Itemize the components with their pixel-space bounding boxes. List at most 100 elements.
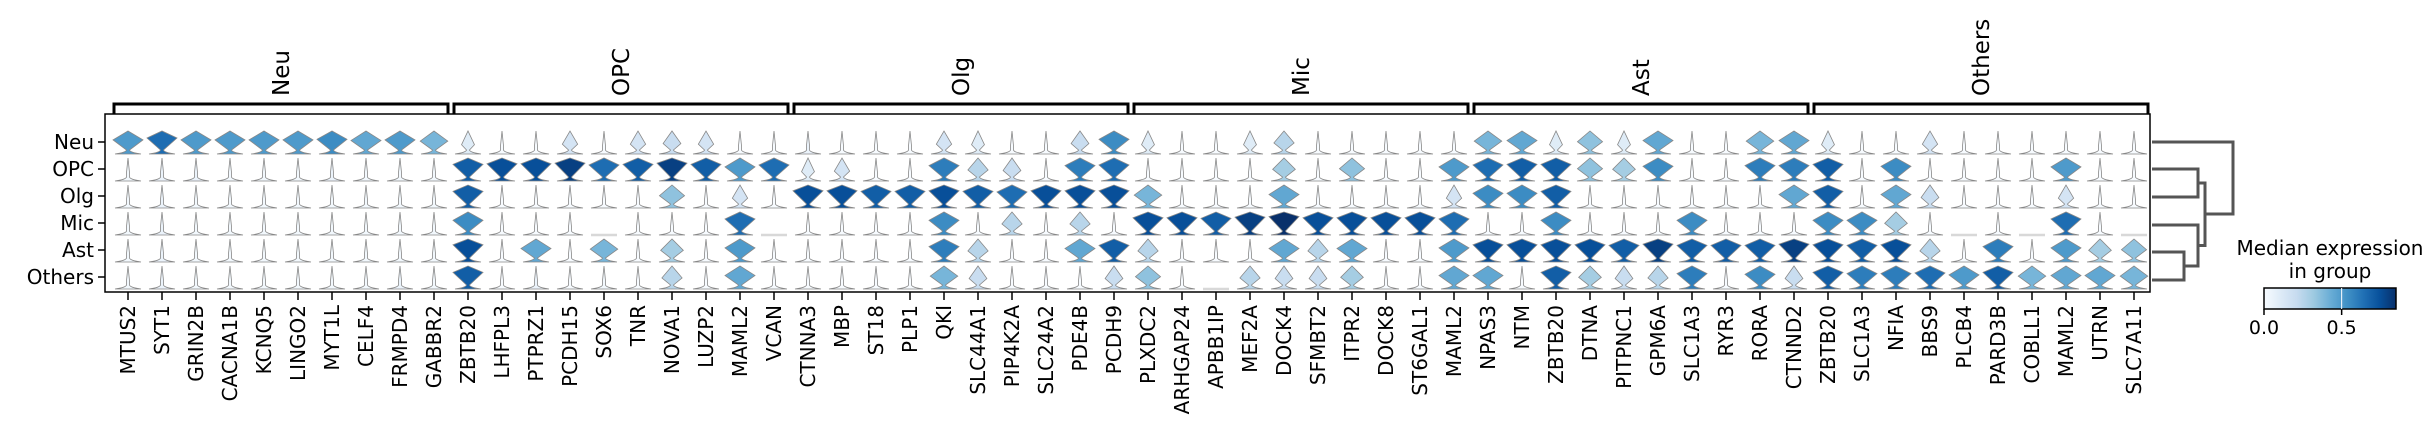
violin-OPC-PTPRZ1 [520, 157, 552, 182]
violin-Olg-PIP4K2A [996, 184, 1028, 209]
violin-Mic-CELF4 [352, 211, 380, 236]
violin-Ast-SLC1A3 [1846, 238, 1878, 263]
gene-label: SLC1A3 [1680, 305, 1704, 382]
violin-Neu-SYT1 [146, 130, 178, 155]
violin-OPC-MBP [828, 157, 856, 182]
gene-label: PIP4K2A [1000, 305, 1024, 388]
gene-label: DOCK4 [1272, 305, 1296, 376]
violin-Mic-PLP1 [896, 211, 924, 236]
violin-Olg-FRMPD4 [386, 184, 414, 209]
violin-Olg-SOX6 [590, 184, 618, 209]
violin-Mic-GPM6A [1644, 211, 1672, 236]
gene-label: SFMBT2 [1306, 305, 1330, 385]
gene-axis: MTUS2 SYT1 GRIN2B CACNA1B KCNQ5 LINGO2 MYT1L CE… [116, 292, 2146, 414]
gene-label: PLXDC2 [1136, 305, 1160, 384]
violin-Mic-MBP [828, 211, 856, 236]
violin-OPC-PCDH15 [554, 157, 586, 182]
violin-Others-LHFPL3 [488, 265, 516, 290]
violin-Neu-ST18 [862, 130, 890, 155]
violin-Mic-LHFPL3 [488, 211, 516, 236]
violin-Ast-PARD3B [1982, 238, 2014, 263]
violin-Neu-ARHGAP24 [1168, 130, 1196, 155]
violin-OPC-MTUS2 [114, 157, 142, 182]
violin-Others-SLC24A2 [1032, 265, 1060, 290]
plot-frame [104, 113, 2151, 293]
violin-Ast-MYT1L [318, 238, 346, 263]
violin-Ast-ARHGAP24 [1168, 238, 1196, 263]
violin-Olg-PLXDC2 [1133, 184, 1163, 209]
violin-Ast-DOCK4 [1268, 238, 1300, 263]
violin-OPC-PCDH9 [1098, 157, 1130, 182]
violin-Ast-PDE4B [1064, 238, 1096, 263]
violin-OPC-RYR3 [1712, 157, 1740, 182]
violin-Others-LINGO2 [284, 265, 312, 290]
gene-label: LHFPL3 [490, 305, 514, 379]
violin-Olg-LUZP2 [692, 184, 720, 209]
violin-Neu-CTNNA3 [794, 130, 822, 155]
violin-Neu-PLCB4 [1950, 130, 1978, 155]
violin-Others-GPM6A [1644, 265, 1672, 290]
violin-Olg-TNR [624, 184, 652, 209]
violin-Neu-GABBR2 [419, 130, 449, 155]
violin-Others-PLCB4 [1948, 265, 1980, 290]
gene-label: CACNA1B [218, 305, 242, 401]
violin-Olg-MTUS2 [114, 184, 142, 209]
violin-Neu-PCDH15 [556, 130, 584, 155]
violin-OPC-NPAS3 [1472, 157, 1504, 182]
violin-Olg-PCDH9 [1098, 184, 1130, 209]
gene-label: CELF4 [354, 305, 378, 367]
gene-label: UTRN [2088, 305, 2112, 361]
gene-label: MAML2 [2054, 305, 2078, 377]
colorbar-title-line2: in group [2289, 259, 2372, 283]
violin-Ast-LUZP2 [692, 238, 720, 263]
violin-Mic-TNR [624, 211, 652, 236]
violin-Olg-SYT1 [148, 184, 176, 209]
violin-Neu-BBS9 [1916, 130, 1944, 155]
violin-Others-FRMPD4 [386, 265, 414, 290]
violin-OPC-SLC1A3 [1848, 157, 1876, 182]
violin-Others-MAML2 [724, 265, 756, 290]
violin-Others-PARD3B [1982, 265, 2014, 290]
violin-Others-ZBTB20 [1540, 265, 1572, 290]
violin-Others-PCDH15 [556, 265, 584, 290]
violin-Mic-ST6GAL1 [1404, 211, 1436, 236]
violin-Mic-PARD3B [1984, 211, 2012, 236]
violin-OPC-PLXDC2 [1134, 157, 1162, 182]
gene-label: SYT1 [150, 305, 174, 355]
violin-OPC-BBS9 [1916, 157, 1944, 182]
group-label: OPC [609, 48, 635, 96]
violin-Olg-SFMBT2 [1304, 184, 1332, 209]
violin-Mic-BBS9 [1916, 211, 1944, 236]
gene-label: RORA [1748, 305, 1772, 362]
gene-label: SLC7A11 [2122, 305, 2146, 395]
violin-Neu-PITPNC1 [1610, 130, 1638, 155]
violin-Ast-CTNND2 [1778, 238, 1810, 263]
violin-OPC-ZBTB20 [1812, 157, 1844, 182]
gene-label: SOX6 [592, 305, 616, 359]
violin-OPC-ARHGAP24 [1168, 157, 1196, 182]
violin-Olg-NPAS3 [1472, 184, 1504, 209]
violin-Ast-ITPR2 [1336, 238, 1368, 263]
gene-label: MYT1L [320, 304, 344, 370]
violin-Others-ARHGAP24 [1168, 265, 1196, 290]
gene-label: PLCB4 [1952, 305, 1976, 369]
violin-Mic-NFIA [1882, 211, 1910, 236]
violin-Olg-PTPRZ1 [522, 184, 550, 209]
violin-OPC-PIP4K2A [998, 157, 1026, 182]
violin-Neu-ZBTB20 [454, 130, 482, 155]
violin-Ast-VCAN [760, 238, 788, 263]
dendrogram-branch [2152, 250, 2186, 282]
violin-Olg-DOCK4 [1268, 184, 1300, 209]
violin-Neu-LUZP2 [692, 130, 720, 155]
violin-Olg-VCAN [760, 184, 788, 209]
violin-Olg-PLP1 [894, 184, 926, 209]
violin-OPC-LINGO2 [284, 157, 312, 182]
violin-Olg-COBLL1 [2018, 184, 2046, 209]
violin-Others-DOCK4 [1270, 265, 1298, 290]
gene-label: DTNA [1578, 305, 1602, 362]
violin-OPC-PITPNC1 [1610, 157, 1638, 182]
violin-Others-CELF4 [352, 265, 380, 290]
violin-Neu-PLP1 [896, 130, 924, 155]
violin-Ast-MBP [828, 238, 856, 263]
violin-Neu-CACNA1B [214, 130, 246, 155]
